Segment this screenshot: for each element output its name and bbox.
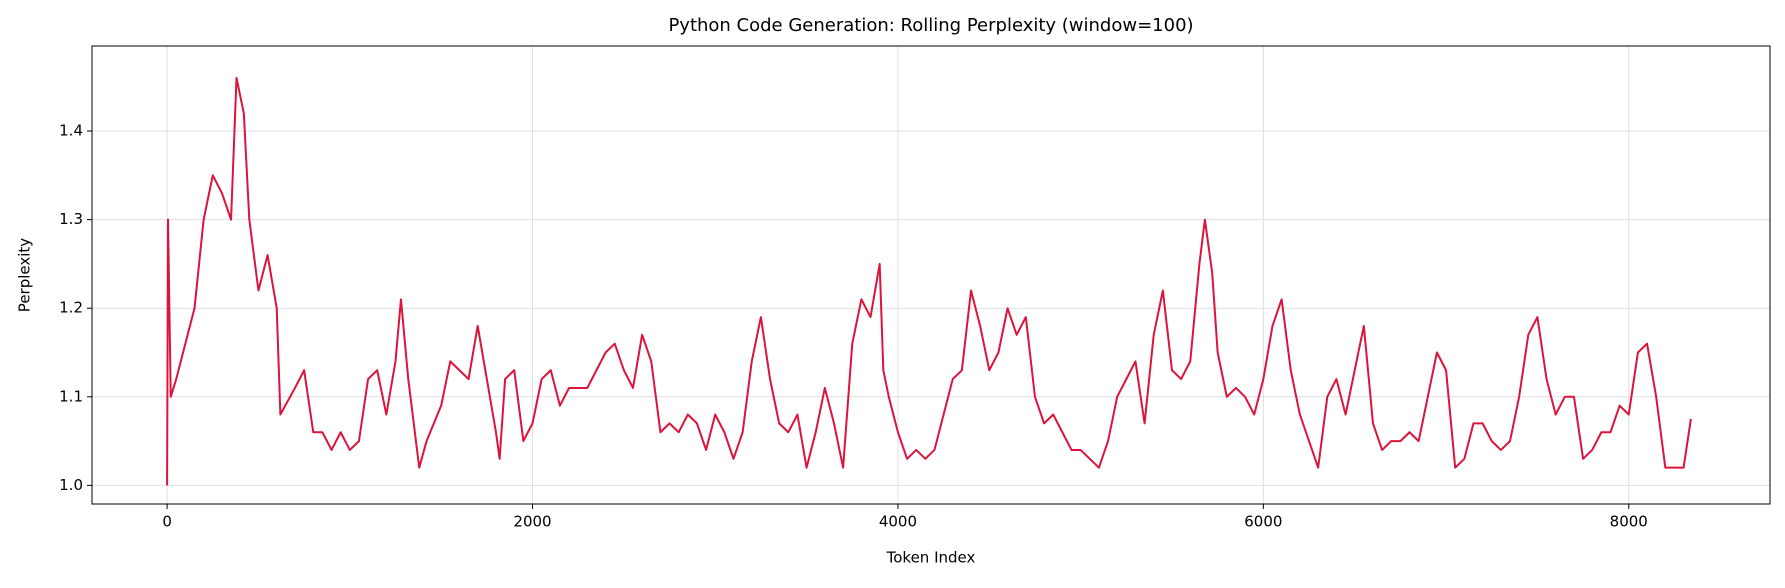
plot-frame	[91, 45, 1771, 505]
y-tick-label: 1.3	[59, 210, 83, 228]
x-tick-label: 4000	[879, 513, 917, 531]
x-tick-label: 0	[162, 513, 172, 531]
y-tick-label: 1.2	[59, 299, 83, 317]
y-tick-label: 1.4	[59, 122, 83, 140]
x-tick-label: 6000	[1244, 513, 1282, 531]
x-tick-label: 2000	[513, 513, 551, 531]
x-tick-label: 8000	[1610, 513, 1648, 531]
x-axis-label: Token Index	[886, 549, 976, 567]
y-tick-label: 1.0	[59, 476, 83, 494]
data-line	[166, 76, 1692, 486]
chart-title: Python Code Generation: Rolling Perplexi…	[668, 15, 1193, 36]
y-axis-label: Perplexity	[16, 238, 34, 312]
y-tick-label: 1.1	[59, 387, 83, 405]
